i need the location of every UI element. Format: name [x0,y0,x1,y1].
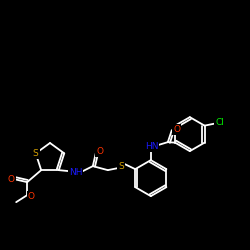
Text: O: O [8,175,15,184]
Text: S: S [118,162,124,171]
Text: O: O [173,125,180,134]
Text: O: O [28,192,35,201]
Text: HN: HN [145,142,158,151]
Text: NH: NH [69,168,82,177]
Text: Cl: Cl [215,118,224,127]
Text: O: O [96,147,103,156]
Text: S: S [33,149,38,158]
